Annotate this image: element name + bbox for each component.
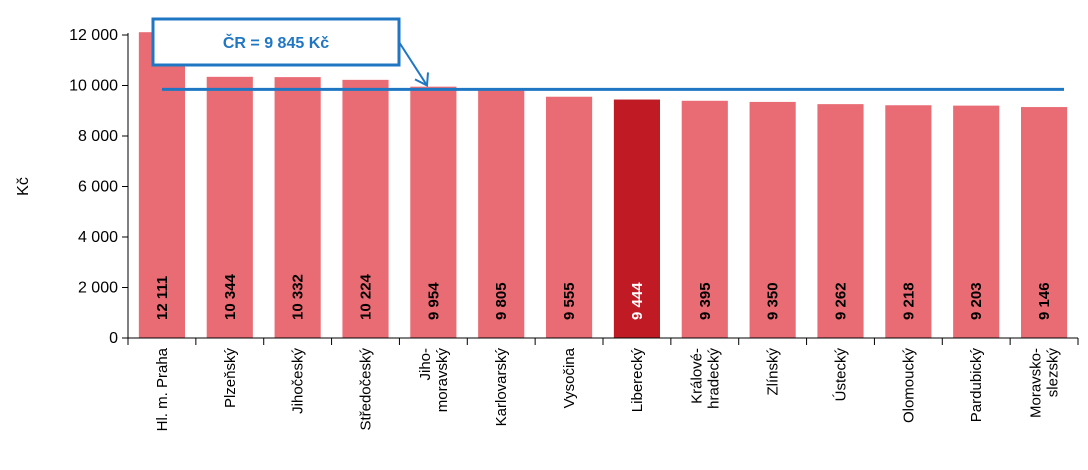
bar: [885, 105, 932, 338]
bar-value-label: 10 224: [358, 273, 375, 320]
x-tick-label: Středočeský: [358, 348, 375, 431]
x-tick-label: Moravsko-: [1028, 348, 1045, 418]
bar: [342, 79, 389, 339]
bar: [546, 96, 593, 338]
reference-annotation: ČR = 9 845 Kč: [151, 17, 1064, 91]
x-axis: Hl. m. Praha Plzeňský Jihočeský Středočeský…: [127, 337, 1079, 431]
bar: [953, 105, 1000, 338]
bar: [478, 90, 525, 338]
y-axis: 0 2 000 4 000 6 000 8 000 10 000 12 000: [69, 27, 129, 347]
x-tick-label: moravský: [434, 348, 451, 413]
y-tick-label: 0: [109, 330, 118, 347]
y-tick-label: 10 000: [69, 78, 118, 95]
bar: [274, 77, 321, 338]
y-tick-label: 6 000: [78, 179, 118, 196]
x-tick-label: Jihočeský: [290, 348, 307, 414]
x-tick-label: Vysočina: [561, 347, 578, 408]
x-tick-label: Králové-: [688, 348, 705, 404]
bar: [138, 32, 185, 338]
x-tick-label: Liberecký: [629, 348, 646, 413]
bar: [1021, 107, 1068, 338]
bar: [681, 100, 728, 339]
reference-arrow-line: [398, 41, 428, 86]
bars: 12 111 10 344 10 332 10 224 9 954 9 805 9 555 9…: [138, 32, 1068, 339]
bar-value-label: 9 444: [629, 282, 646, 320]
bar-value-label: 9 146: [1036, 282, 1053, 320]
bar: [613, 99, 660, 338]
x-tick-label: Zlínský: [765, 348, 782, 396]
bar-value-label: 10 344: [222, 273, 239, 320]
x-tick-label: Pardubický: [968, 348, 985, 423]
bar-value-label: 9 350: [765, 282, 782, 320]
bar-value-label: 9 203: [968, 282, 985, 320]
y-axis-label: Kč: [15, 177, 32, 196]
x-tick-label: hradecký: [705, 348, 722, 409]
y-tick-label: 2 000: [78, 280, 118, 297]
bar-value-label: 9 218: [900, 282, 917, 320]
x-tick-label: slezský: [1045, 348, 1062, 398]
y-tick-label: 12 000: [69, 27, 118, 44]
y-tick-label: 4 000: [78, 229, 118, 246]
y-tick-label: 8 000: [78, 128, 118, 145]
x-tick-label: Ústecký: [833, 348, 850, 402]
bar-value-label: 9 395: [697, 282, 714, 320]
bar-value-label: 10 332: [290, 274, 307, 320]
bar-value-label: 9 262: [833, 282, 850, 320]
reference-callout-text: ČR = 9 845 Kč: [223, 33, 329, 52]
bar-value-label: 12 111: [154, 276, 171, 320]
reference-arrow-head: [414, 72, 429, 87]
bar-value-label: 9 954: [425, 282, 442, 320]
x-tick-label: Plzeňský: [222, 348, 239, 409]
x-tick-label: Karlovarský: [493, 348, 510, 427]
x-tick-label: Jiho-: [417, 348, 434, 381]
bar: [206, 76, 253, 339]
x-tick-label: Olomoucký: [900, 348, 917, 424]
reference-callout-box: [151, 17, 401, 67]
x-tick-label: Hl. m. Praha: [154, 347, 171, 431]
bar: [410, 86, 457, 338]
bar: [749, 101, 796, 338]
bar-value-label: 9 805: [493, 282, 510, 320]
bar-value-label: 9 555: [561, 282, 578, 320]
bar: [817, 104, 864, 339]
